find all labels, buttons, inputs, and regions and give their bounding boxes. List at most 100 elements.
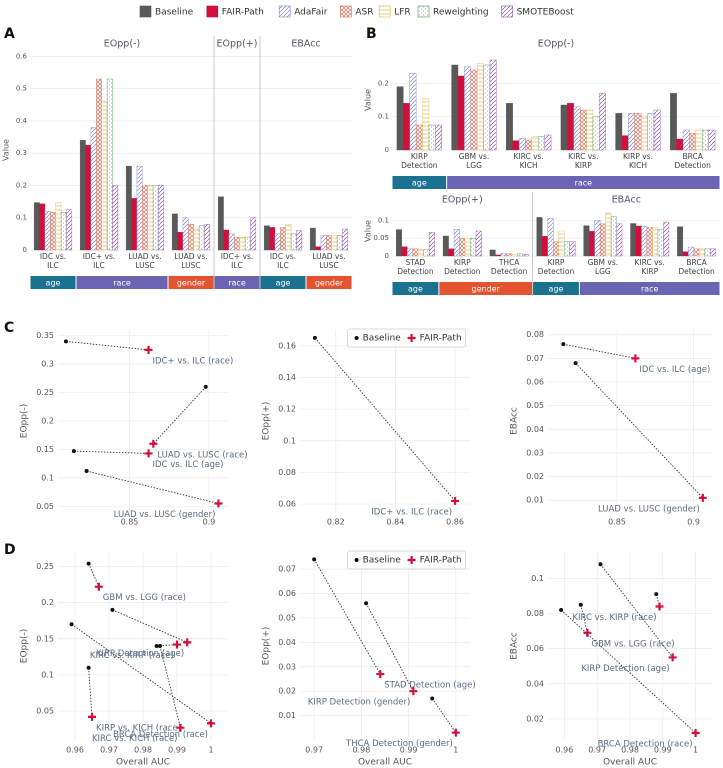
- baseline-point: [110, 607, 115, 612]
- y-tick-label: 0.05: [36, 707, 54, 716]
- bar: [406, 248, 413, 257]
- legend-swatch: [340, 5, 352, 18]
- legend-swatch: [417, 5, 430, 18]
- bar: [544, 134, 552, 151]
- bar: [518, 138, 526, 151]
- baseline-point: [598, 562, 603, 567]
- bar: [451, 64, 459, 151]
- y-tick-label: 0.2: [41, 417, 54, 426]
- y-axis-label: Value: [364, 220, 373, 242]
- bar: [50, 212, 56, 251]
- legend-box: [347, 328, 466, 348]
- panel-label: A: [4, 26, 15, 42]
- bar: [66, 209, 73, 251]
- bar: [131, 198, 138, 251]
- bar: [309, 227, 316, 251]
- group-bar: [30, 276, 76, 289]
- bar: [477, 63, 484, 151]
- point-label: IDC vs. ILC (age): [153, 460, 224, 470]
- bar: [635, 225, 642, 257]
- connector: [71, 623, 212, 724]
- group-bar: [214, 276, 260, 289]
- bar: [592, 116, 600, 151]
- bar: [290, 233, 297, 251]
- fair-path-point: [144, 449, 153, 458]
- point-label: GBM vs. LGG (race): [591, 639, 674, 649]
- panel-label: B: [366, 26, 377, 42]
- x-tick-label: 0.97: [100, 746, 118, 755]
- bar: [428, 124, 436, 151]
- bar: [193, 228, 200, 251]
- fair-path-point: [144, 345, 153, 354]
- baseline-point: [84, 469, 89, 474]
- y-tick-label: 0.01: [526, 496, 544, 505]
- x-tick-label: IDC vs. ILC: [269, 252, 297, 270]
- y-tick-label: 0.16: [278, 341, 296, 350]
- baseline-point: [578, 602, 583, 607]
- bar: [415, 124, 423, 151]
- x-tick-label: 0.99: [654, 746, 672, 755]
- point-label: IDC+ vs. ILC (race): [371, 507, 452, 517]
- bar: [177, 232, 184, 251]
- bar: [588, 231, 595, 257]
- bar: [670, 93, 677, 151]
- connector: [112, 609, 188, 643]
- baseline-point: [63, 339, 68, 344]
- point-label: LUAD vs. LUSC (gender): [598, 504, 700, 514]
- group-label: age: [46, 279, 61, 288]
- baseline-point: [69, 622, 74, 627]
- point-label: KIRC vs. KIRP (race): [90, 651, 174, 661]
- point-label: GBM vs. LGG (race): [103, 593, 186, 603]
- x-tick-label: 0.84: [387, 518, 405, 527]
- legend-label: Reweighting: [433, 8, 489, 18]
- group-label: age: [408, 285, 423, 294]
- bar: [688, 246, 695, 257]
- bar: [579, 109, 587, 151]
- bar: [204, 223, 211, 251]
- connector: [431, 698, 457, 733]
- point-label: LUAD vs. LUSC (race): [157, 450, 247, 460]
- bar: [483, 64, 491, 151]
- bar: [453, 229, 460, 257]
- panel-label: D: [4, 542, 16, 558]
- y-tick-label: 0.03: [526, 448, 544, 457]
- group-label: gender: [177, 279, 206, 288]
- x-axis-label: Overall AUC: [358, 758, 412, 768]
- bar: [599, 223, 606, 257]
- panel-title: EOpp(-): [104, 39, 140, 50]
- bar: [652, 227, 659, 257]
- bar: [653, 109, 661, 151]
- bar: [409, 73, 417, 151]
- y-tick-label: 0.1: [41, 473, 54, 482]
- bar: [695, 129, 703, 151]
- bar: [704, 248, 711, 257]
- bar: [396, 229, 402, 257]
- baseline-point: [364, 601, 369, 606]
- x-tick-label: 0.97: [305, 746, 323, 755]
- bar: [106, 78, 113, 251]
- group-label: gender: [315, 279, 344, 288]
- bar: [90, 127, 97, 251]
- legend-label: AdaFair: [294, 8, 328, 18]
- fair-path-point: [631, 354, 640, 363]
- point-label: BRCA Detection (race): [598, 739, 693, 749]
- bar: [569, 241, 576, 257]
- bar: [33, 202, 40, 251]
- point-label: KIRP Detection (gender): [308, 698, 411, 708]
- bar: [403, 103, 410, 151]
- baseline-point: [203, 384, 208, 389]
- group-bar: [392, 282, 439, 295]
- bar: [331, 235, 338, 251]
- group-label: gender: [472, 285, 501, 294]
- fair-path-point: [655, 602, 664, 611]
- x-tick-label: KIRP Detection: [444, 258, 481, 276]
- y-tick-label: 0.04: [526, 679, 544, 688]
- point-label: IDC+ vs. ILC (race): [153, 356, 234, 366]
- connector: [152, 386, 207, 445]
- bar: [101, 101, 108, 251]
- baseline-point: [559, 607, 564, 612]
- group-label: race: [228, 279, 246, 288]
- connector: [563, 343, 636, 359]
- group-label: race: [641, 285, 659, 294]
- y-tick-label: 0.02: [526, 472, 544, 481]
